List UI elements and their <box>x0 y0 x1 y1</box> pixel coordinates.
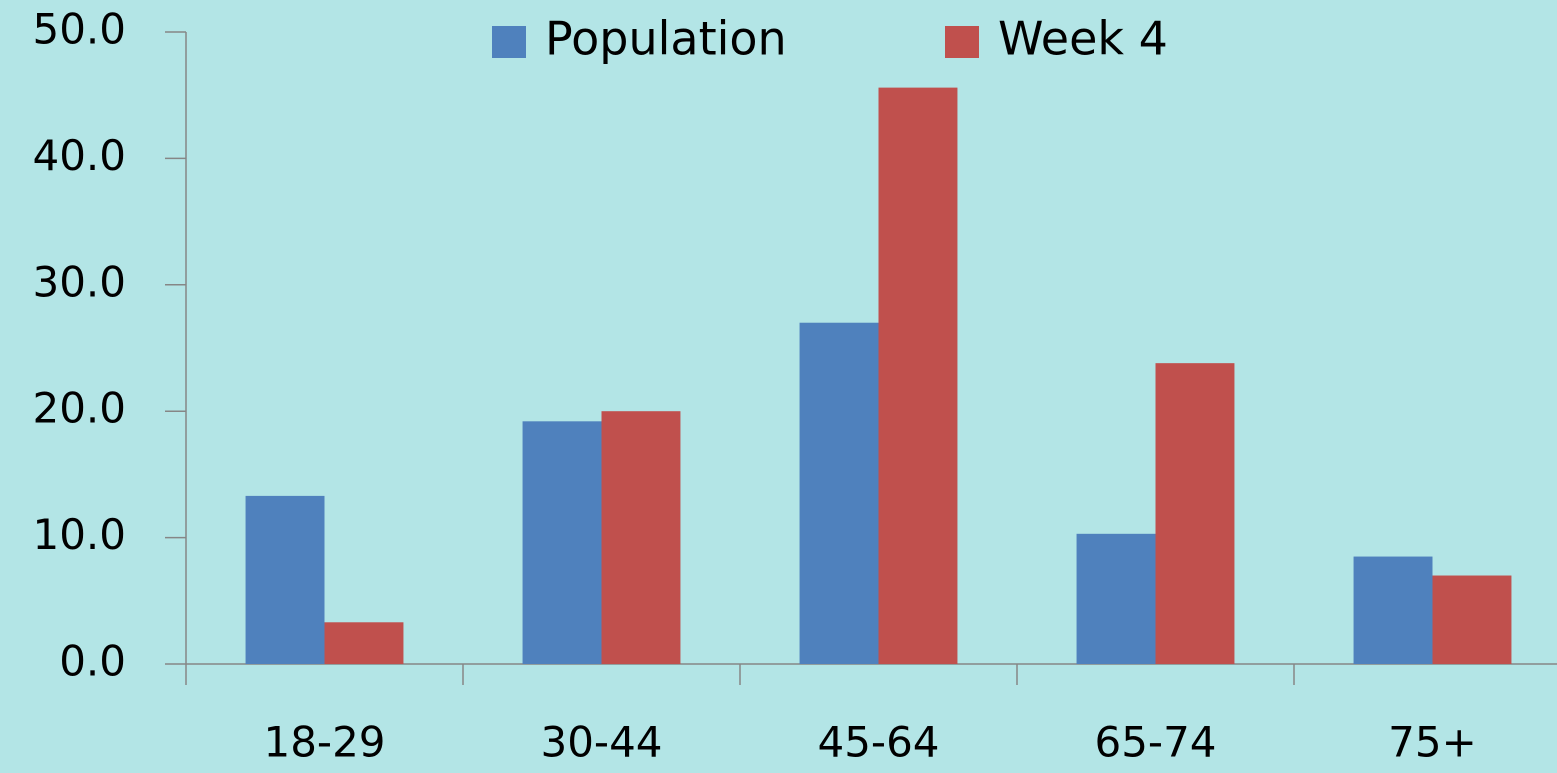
bar <box>878 87 958 665</box>
y-tick-label: 10.0 <box>32 510 126 559</box>
bar <box>1076 533 1156 664</box>
bar <box>324 622 404 664</box>
x-tick-label: 65-74 <box>1094 718 1216 767</box>
x-tick-label: 45-64 <box>817 718 939 767</box>
x-tick-label: 30-44 <box>540 718 662 767</box>
legend-label: Population <box>545 12 787 66</box>
y-tick-label: 40.0 <box>32 131 126 180</box>
bar <box>1353 556 1433 664</box>
y-tick-label: 30.0 <box>32 257 126 306</box>
bar <box>1432 575 1512 664</box>
bar <box>799 322 879 664</box>
bar <box>1155 363 1235 664</box>
legend-swatch <box>945 26 979 58</box>
legend-label: Week 4 <box>998 12 1168 66</box>
bar <box>522 421 602 664</box>
x-tick-label: 18-29 <box>263 718 385 767</box>
bar <box>601 411 681 664</box>
x-tick-label: 75+ <box>1388 718 1477 767</box>
bar <box>245 495 325 664</box>
y-tick-label: 50.0 <box>32 5 126 54</box>
y-tick-label: 20.0 <box>32 384 126 433</box>
y-tick-label: 0.0 <box>59 637 126 686</box>
legend-swatch <box>492 26 526 58</box>
